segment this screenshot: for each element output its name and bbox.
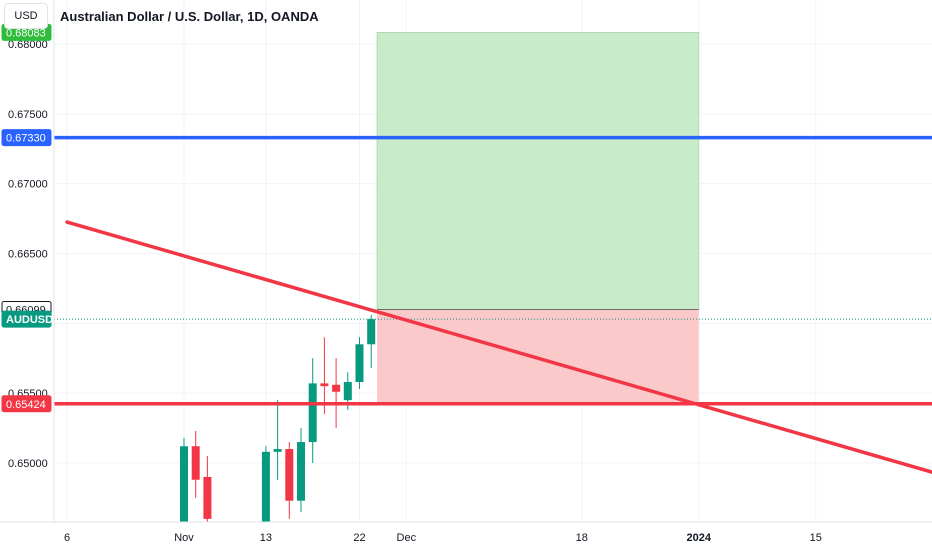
price-tick-label: 0.65000 [8,458,48,470]
symbol-price-label-text: AUDUSD [6,314,53,326]
symbol-title: Australian Dollar / U.S. Dollar, 1D, OAN… [60,8,319,24]
candle-body [367,319,376,345]
time-tick-label: 2024 [687,532,712,544]
candle-body [261,451,270,522]
price-tick-label: 0.67000 [8,179,48,191]
time-axis: 6 Nov 13 22 Dec 18 2024 15 [0,521,932,550]
target-price-label-text: 0.68083 [6,27,46,39]
line-price-label: 0.65424 [1,395,52,413]
trendline-path [65,220,932,474]
candlestick-series [180,314,376,522]
candle-body [273,449,282,452]
time-tick-label: 13 [260,532,272,544]
candle [180,437,188,522]
symbol-price-label: AUDUSD [1,310,53,328]
candle-body [320,383,329,387]
price-tick-label: 0.67500 [8,109,48,121]
candle [320,337,329,415]
price-axis-background [0,0,54,522]
candle-body [203,476,212,519]
candle-body [343,381,352,401]
price-tick-label: 0.68000 [8,39,48,51]
candle-body [180,446,188,522]
long-position-tool [54,32,932,404]
candle [285,442,294,519]
candle-body [285,449,294,501]
time-tick-label: Dec [397,532,417,544]
time-tick-label: 6 [64,532,70,544]
candle-body [308,383,317,443]
chart-header: USD Australian Dollar / U.S. Dollar, 1D,… [0,0,319,32]
candle [203,456,212,522]
candle [308,358,317,463]
profit-zone [376,32,700,310]
time-tick-label: 22 [353,532,365,544]
candle [355,337,364,389]
candle-body [355,344,364,382]
candle [297,428,305,512]
time-tick-label: 15 [810,532,822,544]
currency-button[interactable]: USD [4,3,48,29]
candle [273,400,282,480]
line-price-label: 0.67330 [1,129,52,147]
line-price-label-text: 0.67330 [6,133,46,145]
candle [261,446,270,522]
time-tick-label: 18 [576,532,588,544]
candle [367,314,376,369]
price-tick-label: 0.66500 [8,249,48,261]
time-axis-background [0,522,932,550]
horizontal-lines [54,135,932,406]
candle [191,430,200,498]
price-axis: 0.650000.655000.660000.665000.670000.675… [0,0,55,522]
candle-body [297,442,305,501]
candle-body [332,384,341,392]
candle-body [191,446,200,480]
line-price-label-text: 0.65424 [6,399,46,411]
trendline [65,220,932,474]
candle [332,358,341,429]
time-tick-label: Nov [174,532,194,544]
